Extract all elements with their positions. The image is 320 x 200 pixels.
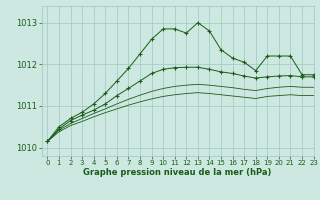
X-axis label: Graphe pression niveau de la mer (hPa): Graphe pression niveau de la mer (hPa) xyxy=(84,168,272,177)
